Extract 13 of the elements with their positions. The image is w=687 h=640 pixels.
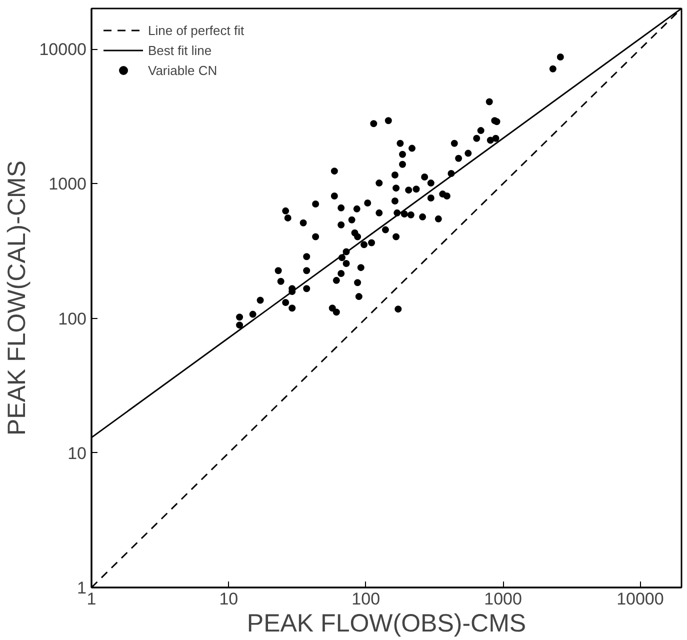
y-tick-label: 1000 — [48, 174, 87, 194]
y-tick-label: 10 — [68, 444, 87, 463]
y-axis-title: PEAK FLOW(CAL)-CMS — [3, 160, 32, 436]
y-tick-label: 10000 — [39, 40, 87, 60]
legend-label: Variable CN — [148, 62, 218, 78]
x-tick-label: 1000 — [484, 590, 522, 608]
x-axis-title: PEAK FLOW(OBS)-CMS — [246, 610, 526, 638]
legend-label: Line of perfect fit — [148, 22, 244, 38]
x-tick-label: 100 — [352, 590, 380, 608]
legend-label: Best fit line — [148, 42, 212, 58]
y-tick-label: 100 — [58, 309, 87, 328]
x-tick-label: 10 — [219, 590, 238, 608]
x-tick-label: 10000 — [616, 590, 664, 608]
